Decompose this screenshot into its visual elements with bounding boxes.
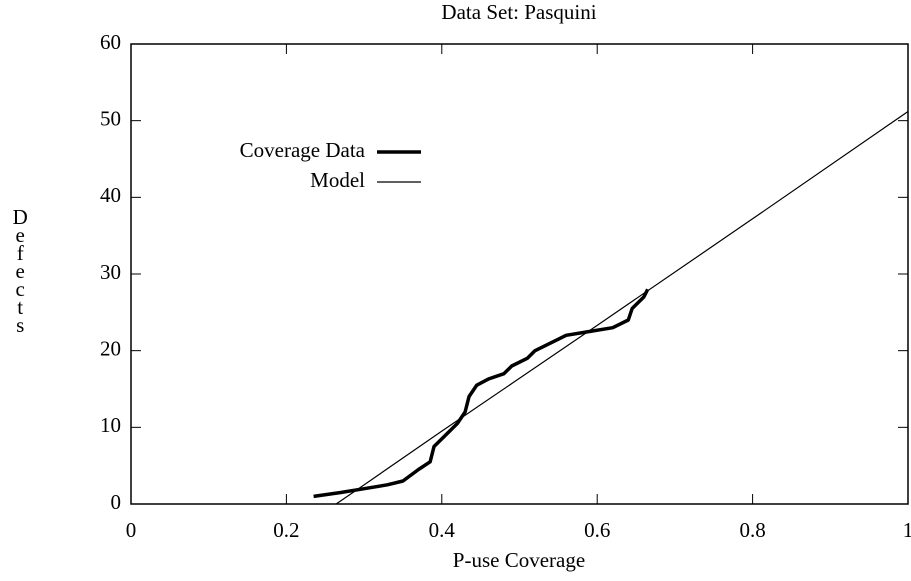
y-tick-label: 0 <box>111 490 122 514</box>
y-tick-label: 60 <box>100 30 121 54</box>
y-tick-label: 10 <box>100 413 121 437</box>
x-tick-label: 0.4 <box>429 518 456 542</box>
x-tick-label: 0 <box>126 518 137 542</box>
x-tick-label: 1 <box>903 518 911 542</box>
y-tick-label: 40 <box>100 183 121 207</box>
x-tick-label: 0.2 <box>273 518 299 542</box>
plot-frame <box>130 43 909 505</box>
y-tick-label: 20 <box>100 336 121 360</box>
data-line <box>335 110 909 505</box>
x-tick-label: 0.8 <box>739 518 765 542</box>
y-tick-label: 50 <box>100 106 121 130</box>
y-axis-label: Defects <box>8 205 32 332</box>
legend-label: Coverage Data <box>240 138 366 162</box>
data-line <box>313 288 650 499</box>
y-tick-label: 30 <box>100 260 121 284</box>
x-tick-label: 0.6 <box>584 518 610 542</box>
legend-label: Model <box>310 168 365 192</box>
chart-title: Data Set: Pasquini <box>441 0 596 24</box>
x-axis-label: P-use Coverage <box>453 548 585 572</box>
